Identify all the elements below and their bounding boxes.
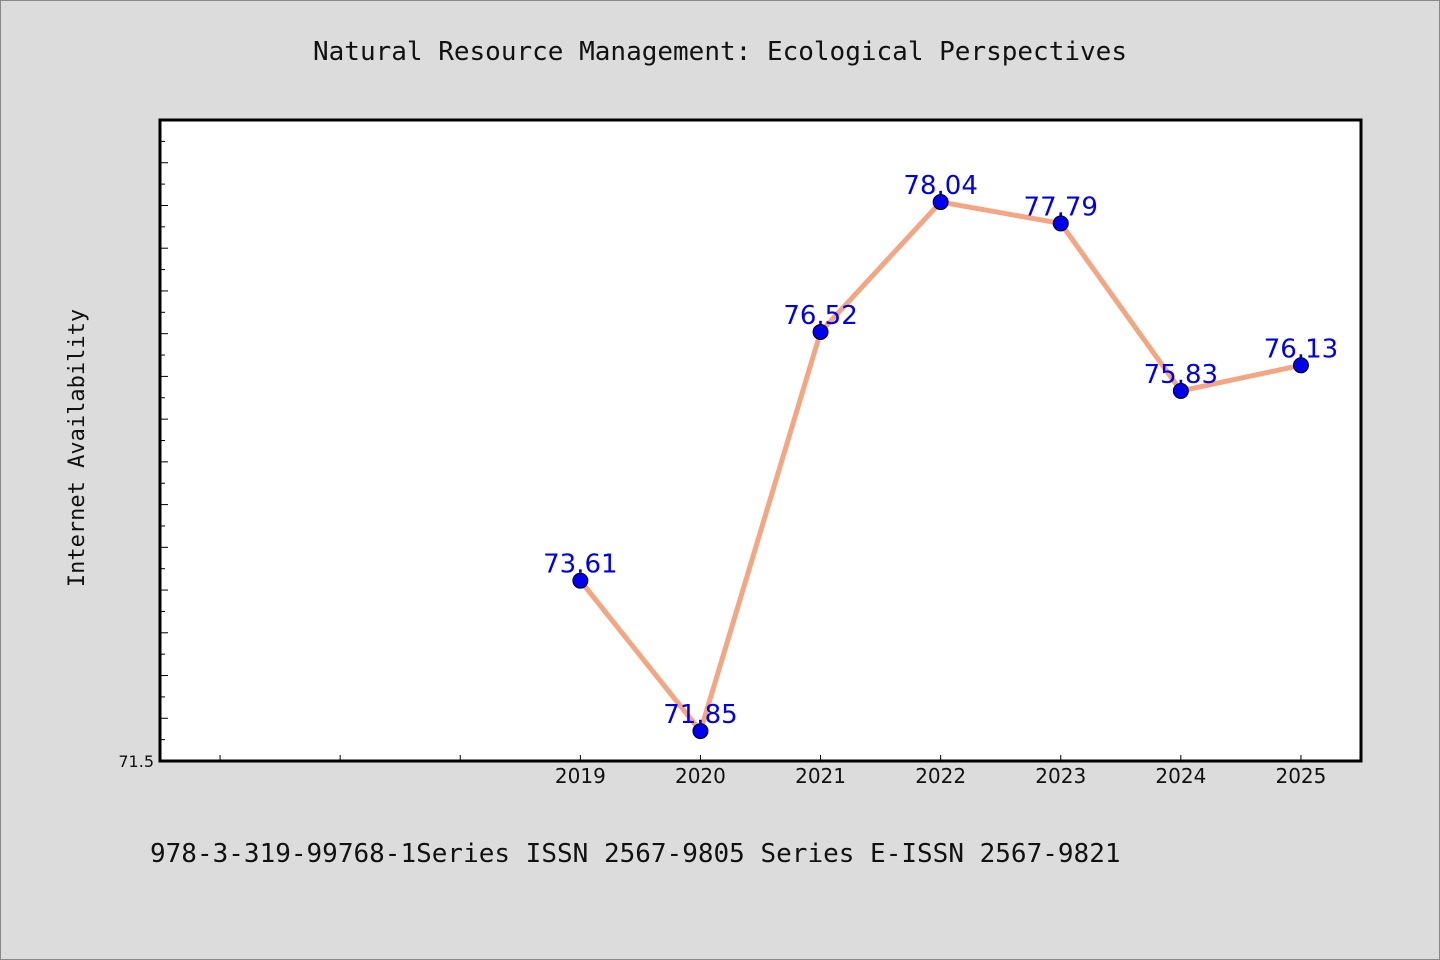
data-label: 71.85: [663, 700, 737, 730]
data-point: [692, 723, 709, 740]
footer-isbn: 978-3-319-99768-1Series ISSN 2567-9805 S…: [150, 839, 1121, 869]
data-point: [572, 572, 589, 589]
data-label: 76.13: [1264, 334, 1338, 364]
plot-area: [158, 118, 1363, 763]
data-point: [1052, 215, 1069, 232]
x-tick-label: 2021: [795, 764, 846, 788]
series-group: 73.61 71.85 76.52 78.04 77.79 75.83 76.13: [543, 171, 1338, 740]
x-tick-label: 2022: [915, 764, 966, 788]
data-label: 75.83: [1144, 360, 1218, 390]
data-point: [812, 323, 829, 340]
data-label: 76.52: [783, 301, 857, 331]
y-axis-label: Internet Availability: [65, 309, 90, 587]
y-axis-ticks: 71.5: [118, 119, 168, 771]
data-label: 78.04: [903, 171, 977, 201]
chart-title: Natural Resource Management: Ecological …: [313, 37, 1127, 67]
x-tick-label: 2023: [1035, 764, 1086, 788]
x-tick-label: 2020: [675, 764, 726, 788]
data-label: 73.61: [543, 550, 617, 580]
y-tick-label: 71.5: [118, 752, 154, 771]
x-axis-ticks: 2019 2020 2021 2022 2023 2024 2025: [219, 755, 1326, 788]
x-tick-label: 2019: [555, 764, 606, 788]
data-label: 77.79: [1024, 192, 1098, 222]
data-point: [1172, 382, 1189, 399]
x-tick-label: 2025: [1275, 764, 1326, 788]
x-tick-label: 2024: [1155, 764, 1206, 788]
data-point: [1292, 357, 1309, 374]
data-point: [932, 194, 949, 211]
